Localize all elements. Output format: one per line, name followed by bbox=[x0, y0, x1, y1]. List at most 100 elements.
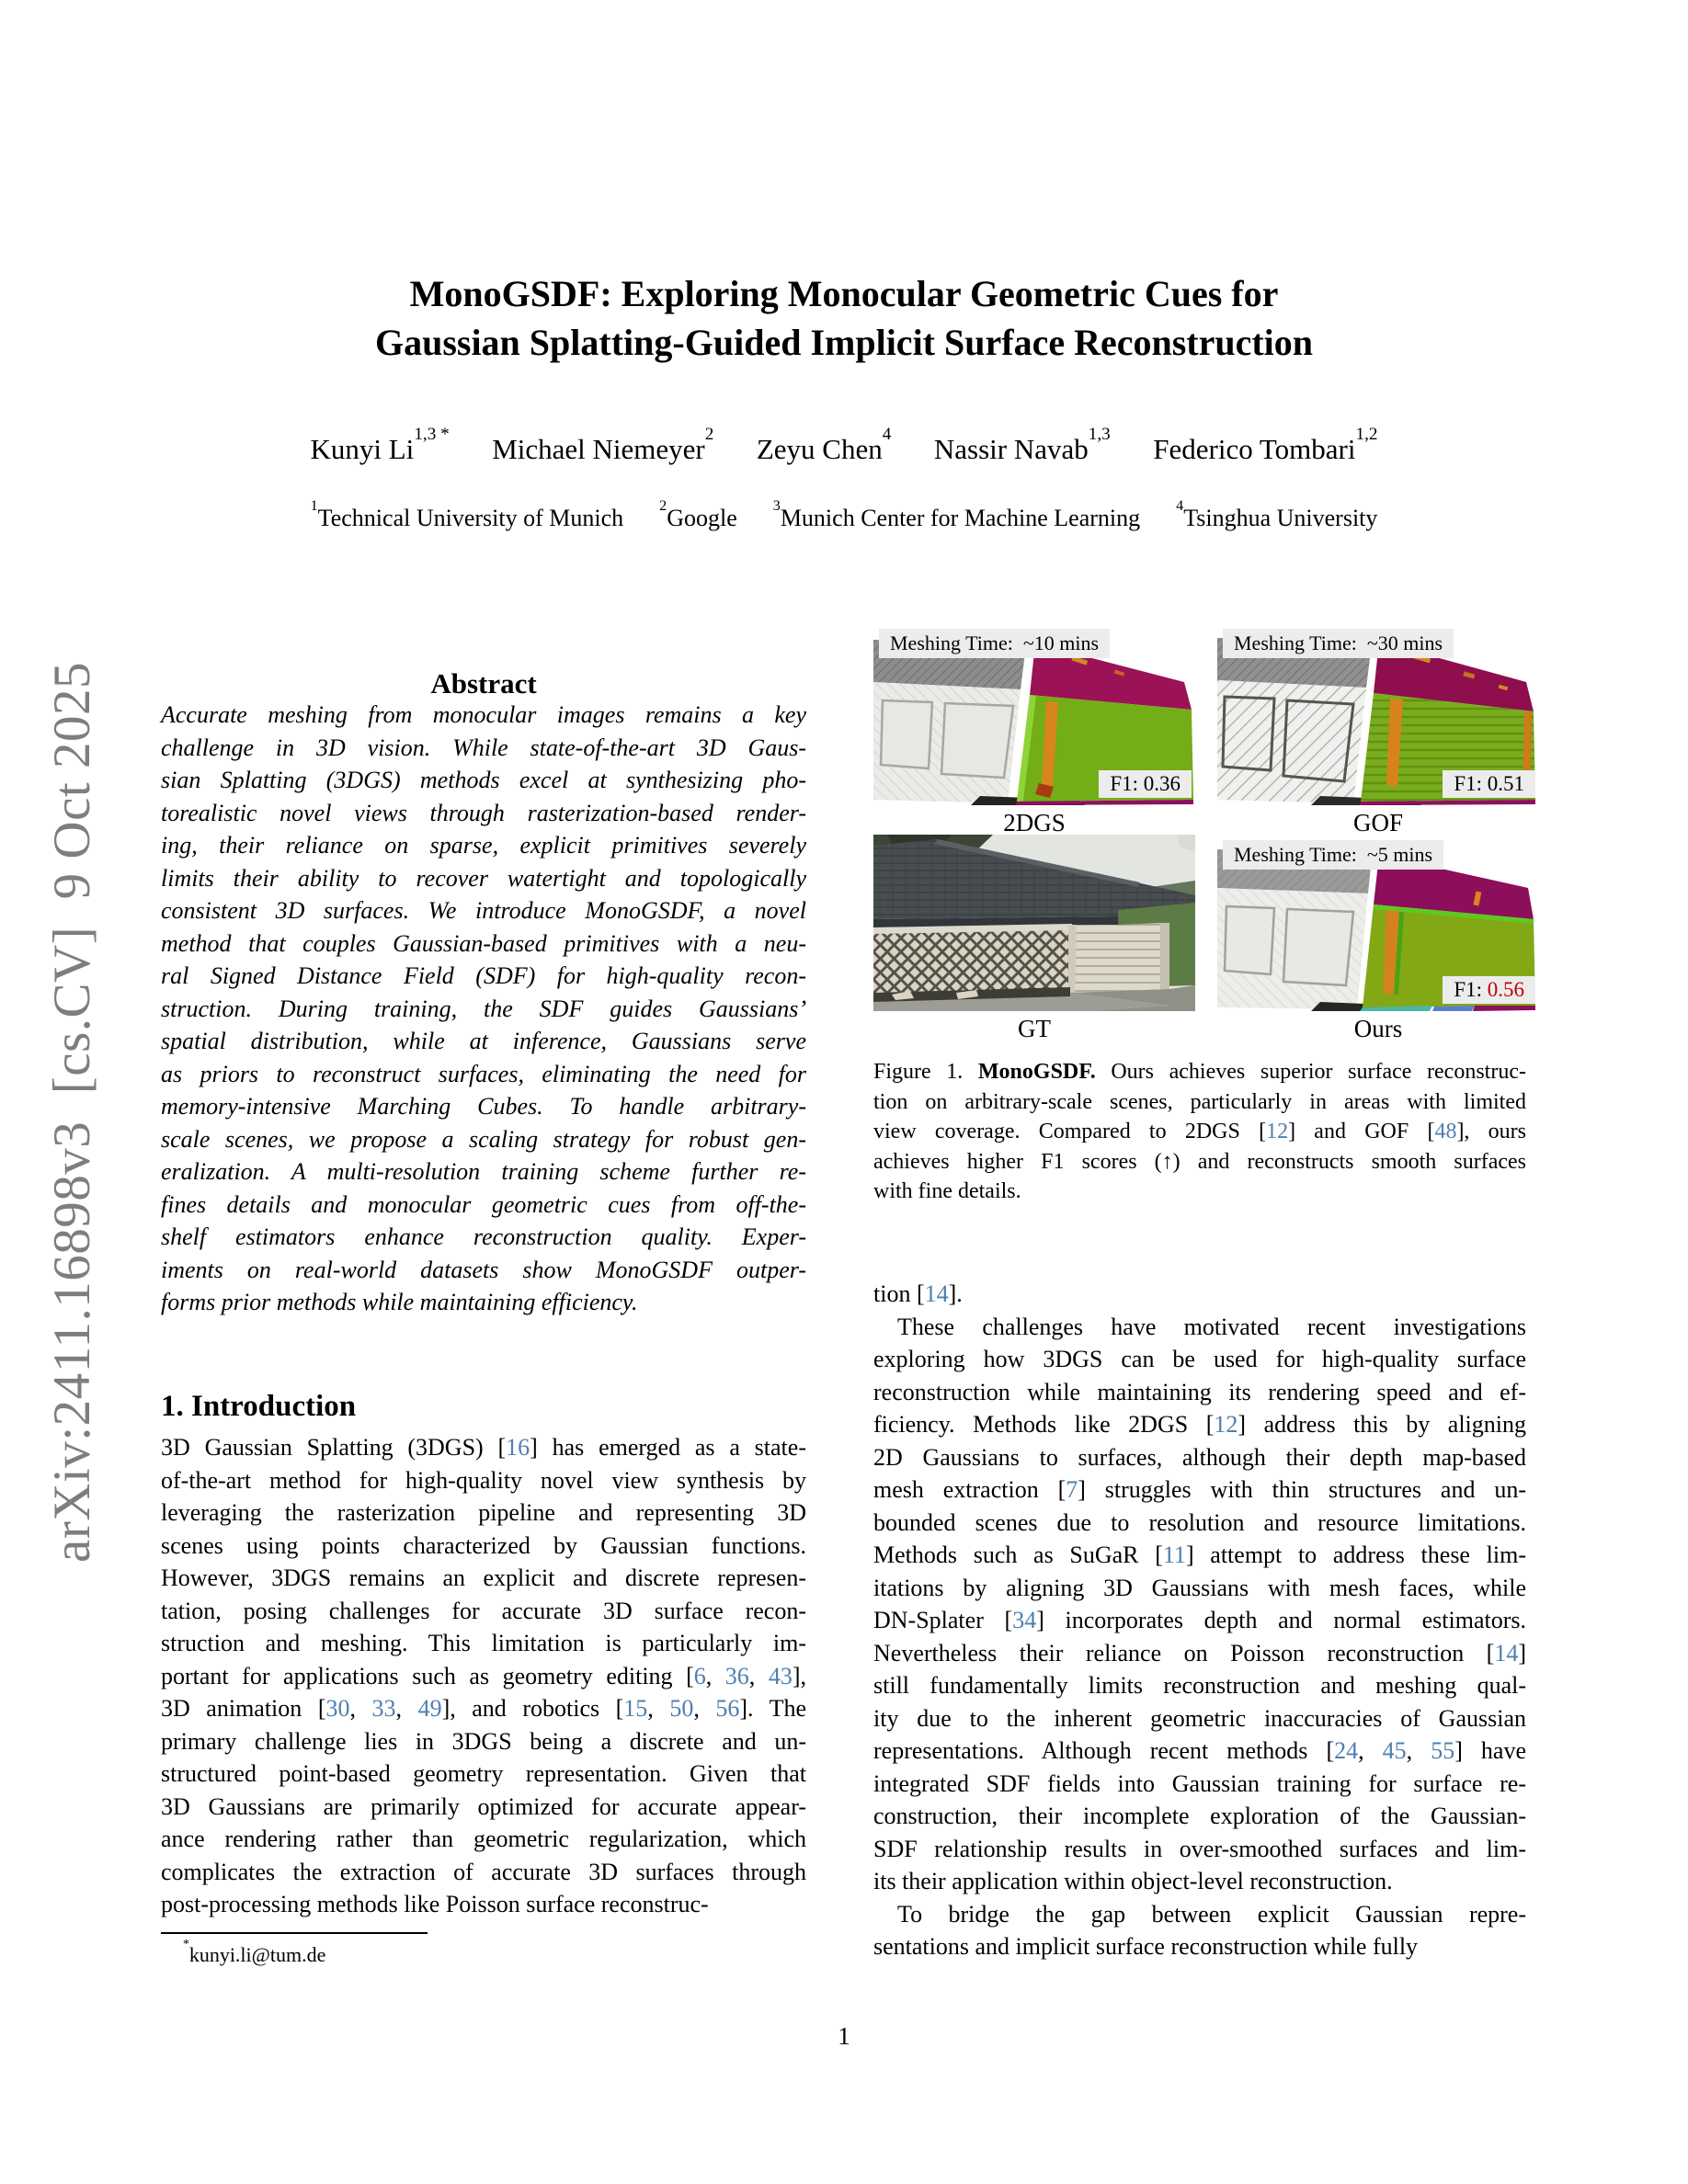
citation-link[interactable]: 12 bbox=[1266, 1120, 1289, 1143]
text-line: struction. During training, the SDF guid… bbox=[161, 995, 806, 1022]
text-line: representations. Although recent methods… bbox=[873, 1737, 1526, 1764]
citation-link[interactable]: 15 bbox=[623, 1695, 648, 1722]
text-line: torealistic novel views through rasteriz… bbox=[161, 799, 806, 826]
text-line: 3D Gaussian Splatting (3DGS) [16] has em… bbox=[161, 1434, 806, 1461]
text-line: reconstruction while maintaining its ren… bbox=[873, 1378, 1526, 1405]
text-line: structured point-based geometry represen… bbox=[161, 1760, 806, 1787]
citation-link[interactable]: 7 bbox=[1066, 1476, 1078, 1503]
text-line: sentations and implicit surface reconstr… bbox=[873, 1933, 1419, 1960]
figure-panel-gof: Meshing Time: ~30 mins F1: 0.51 bbox=[1217, 623, 1539, 805]
text-line: 2D Gaussians to surfaces, although their… bbox=[873, 1443, 1526, 1471]
citation-link[interactable]: 36 bbox=[724, 1662, 749, 1689]
citation-link[interactable]: 30 bbox=[325, 1695, 350, 1722]
arxiv-banner: arXiv:2411.16898v3 [cs.CV] 9 Oct 2025 bbox=[43, 662, 101, 1563]
paper-title-line1: MonoGSDF: Exploring Monocular Geometric … bbox=[409, 273, 1279, 314]
text-line: bounded scenes due to resolution and res… bbox=[873, 1508, 1526, 1536]
citation-link[interactable]: 34 bbox=[1012, 1607, 1037, 1633]
affiliations-line: 1Technical University of Munich 2Google … bbox=[310, 497, 1378, 531]
page-number: 1 bbox=[838, 2022, 850, 2050]
citation-link[interactable]: 50 bbox=[669, 1695, 694, 1722]
text-line: ance rendering rather than geometric reg… bbox=[161, 1826, 806, 1852]
text-line: still fundamentally limits reconstructio… bbox=[873, 1672, 1526, 1699]
meshing-time-label: Meshing Time: ~5 mins bbox=[1223, 840, 1444, 870]
text-line: construction, their incomplete explorati… bbox=[873, 1803, 1526, 1829]
text-line: 3D animation [30, 33, 49], and robotics … bbox=[161, 1695, 807, 1722]
figure-panel-ours: Meshing Time: ~5 mins F1: 0.56 bbox=[1217, 835, 1539, 1011]
text-line: itations by aligning 3D Gaussians with m… bbox=[873, 1574, 1526, 1601]
paragraph: To bridge the gap between explicit Gauss… bbox=[873, 1898, 1526, 1963]
f1-score-label: F1: 0.56 bbox=[1443, 976, 1535, 1004]
f1-prefix: F1: bbox=[1454, 978, 1488, 1001]
text-line: scale scenes, we propose a scaling strat… bbox=[161, 1125, 806, 1153]
text-line: memory-intensive Marching Cubes. To hand… bbox=[161, 1093, 806, 1120]
citation-link[interactable]: 55 bbox=[1431, 1737, 1455, 1764]
introduction-body: 3D Gaussian Splatting (3DGS) [16] has em… bbox=[161, 1431, 806, 1921]
text-line: Methods such as SuGaR [11] attempt to ad… bbox=[873, 1541, 1527, 1568]
citation-link[interactable]: 11 bbox=[1162, 1541, 1186, 1568]
text-line: tation, posing challenges for accurate 3… bbox=[161, 1597, 806, 1624]
text-line: spatial distribution, while at inference… bbox=[161, 1028, 806, 1054]
footnote-rule bbox=[161, 1932, 428, 1934]
text-line: forms prior methods while maintaining ef… bbox=[161, 1289, 638, 1315]
f1-score-label: F1: 0.36 bbox=[1099, 770, 1192, 798]
text-line: Accurate meshing from monocular images r… bbox=[161, 701, 806, 728]
text-line: limits their ability to recover watertig… bbox=[161, 864, 806, 892]
citation-link[interactable]: 24 bbox=[1334, 1737, 1359, 1764]
citation-link[interactable]: 12 bbox=[1214, 1411, 1238, 1438]
text-line: post-processing methods like Poisson sur… bbox=[161, 1891, 709, 1917]
right-column: Meshing Time: ~10 mins F1: 0.36 bbox=[873, 0, 1539, 2184]
text-line: ity due to the inherent geometric inaccu… bbox=[873, 1704, 1526, 1732]
text-line: view coverage. Compared to 2DGS [12] and… bbox=[873, 1120, 1526, 1143]
introduction-heading: 1. Introduction bbox=[161, 1390, 357, 1423]
text-line: of-the-art method for high-quality novel… bbox=[161, 1466, 806, 1494]
text-line: challenge in 3D vision. While state-of-t… bbox=[161, 734, 806, 761]
citation-link[interactable]: 14 bbox=[924, 1280, 949, 1307]
text-line: its their application within object-leve… bbox=[873, 1868, 1393, 1894]
text-line: exploring how 3DGS can be used for high-… bbox=[873, 1346, 1526, 1372]
citation-link[interactable]: 49 bbox=[417, 1695, 442, 1722]
text-line: portant for applications such as geometr… bbox=[161, 1662, 807, 1689]
citation-link[interactable]: 56 bbox=[715, 1695, 740, 1722]
text-line: ral Signed Distance Field (SDF) for high… bbox=[161, 962, 806, 989]
text-line: SDF relationship results in over-smoothe… bbox=[873, 1835, 1526, 1862]
citation-link[interactable]: 14 bbox=[1494, 1639, 1519, 1666]
mesh-render-ours bbox=[1217, 849, 1535, 1011]
text-line: sian Splatting (3DGS) methods excel at s… bbox=[161, 767, 806, 793]
text-line: struction and meshing. This limitation i… bbox=[161, 1630, 806, 1656]
text-line: integrated SDF fields into Gaussian trai… bbox=[873, 1769, 1526, 1797]
footnote-email[interactable]: *kunyi.li@tum.de bbox=[183, 1937, 326, 1966]
text-line: tion [14]. bbox=[873, 1280, 963, 1307]
gt-photo bbox=[873, 835, 1195, 1011]
figure-panel-2dgs: Meshing Time: ~10 mins F1: 0.36 bbox=[873, 623, 1195, 805]
citation-link[interactable]: 45 bbox=[1382, 1737, 1407, 1764]
text-line: fines details and monocular geometric cu… bbox=[161, 1190, 806, 1218]
text-line: with fine details. bbox=[873, 1179, 1021, 1203]
text-line: shelf estimators enhance reconstruction … bbox=[161, 1223, 806, 1250]
citation-link[interactable]: 33 bbox=[371, 1695, 396, 1722]
text-line: eralization. A multi-resolution training… bbox=[161, 1158, 806, 1185]
text-line: ficiency. Methods like 2DGS [12] address… bbox=[873, 1411, 1526, 1438]
text-line: as priors to reconstruct surfaces, elimi… bbox=[161, 1060, 806, 1087]
paragraph: Accurate meshing from monocular images r… bbox=[161, 699, 806, 1319]
text-line: iments on real-world datasets show MonoG… bbox=[161, 1256, 806, 1283]
citation-link[interactable]: 16 bbox=[506, 1434, 530, 1461]
paper-title-line2: Gaussian Splatting-Guided Implicit Surfa… bbox=[374, 322, 1314, 363]
paragraph: 3D Gaussian Splatting (3DGS) [16] has em… bbox=[161, 1431, 806, 1921]
text-line: achieves higher F1 scores (↑) and recons… bbox=[873, 1149, 1526, 1174]
f1-prefix: F1: bbox=[1454, 772, 1488, 795]
panel-caption-2dgs: 2DGS bbox=[1003, 809, 1066, 836]
paragraph: These challenges have motivated recent i… bbox=[873, 1311, 1526, 1898]
citation-link[interactable]: 48 bbox=[1434, 1120, 1457, 1143]
text-line: consistent 3D surfaces. We introduce Mon… bbox=[161, 897, 806, 924]
figure-panel-gt bbox=[873, 835, 1195, 1011]
text-line: tion on arbitrary-scale scenes, particul… bbox=[873, 1089, 1526, 1114]
panel-caption-gof: GOF bbox=[1352, 809, 1403, 836]
text-line: However, 3DGS remains an explicit and di… bbox=[161, 1564, 806, 1591]
right-column-body: tion [14]. These challenges have motivat… bbox=[873, 1278, 1526, 1963]
citation-link[interactable]: 43 bbox=[768, 1662, 793, 1689]
abstract-body: Accurate meshing from monocular images r… bbox=[161, 699, 806, 1319]
abstract-heading: Abstract bbox=[430, 667, 537, 700]
citation-link[interactable]: 6 bbox=[693, 1662, 706, 1689]
text-line: Nevertheless their reliance on Poisson r… bbox=[873, 1639, 1526, 1666]
